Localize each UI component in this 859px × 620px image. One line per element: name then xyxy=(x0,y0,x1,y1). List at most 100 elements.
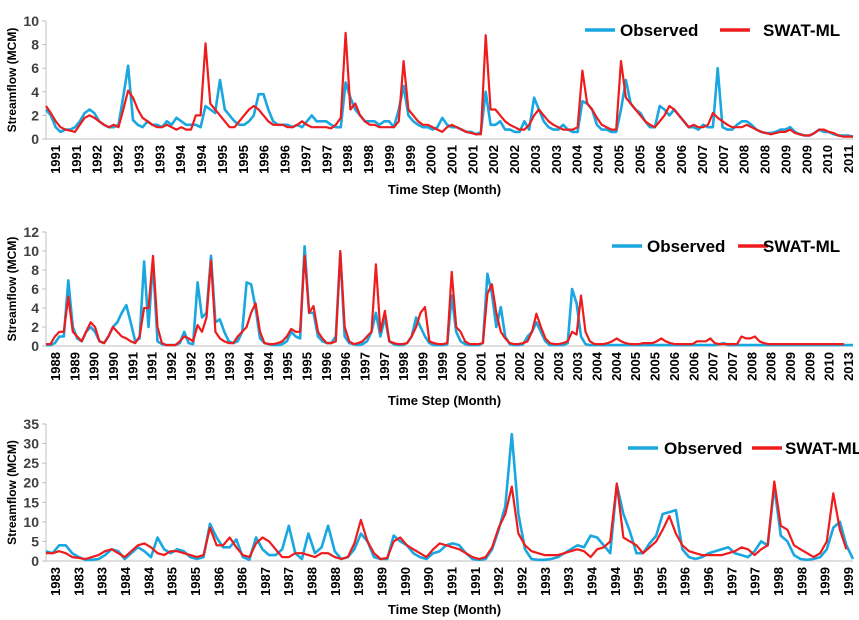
x-tick-label: 1990 xyxy=(421,567,436,596)
series-line-swat-ml xyxy=(45,31,853,138)
x-tick-label: 1996 xyxy=(278,145,293,174)
x-tick-label: 1983 xyxy=(71,567,86,596)
x-tick-label: 2003 xyxy=(528,145,543,174)
y-tick-label: 30 xyxy=(23,436,39,452)
x-tick-label: 2001 xyxy=(465,145,480,174)
legend-label-observed: Observed xyxy=(647,237,725,256)
y-tick-label: 8 xyxy=(31,262,39,278)
x-tick-label: 1997 xyxy=(319,145,334,174)
x-tick-label: 1995 xyxy=(654,567,669,596)
x-tick-label: 1999 xyxy=(841,567,856,596)
series-line-swat-ml xyxy=(46,480,848,561)
y-tick-label: 4 xyxy=(31,300,39,316)
x-tick-label: 1999 xyxy=(818,567,833,596)
y-axis-title: Streamflow (MCM) xyxy=(5,237,19,342)
y-tick-label: 2 xyxy=(31,319,39,335)
y-tick-label: 0 xyxy=(31,553,39,569)
x-tick-label: 2008 xyxy=(737,145,752,174)
x-tick-label: 1997 xyxy=(298,145,313,174)
x-tick-label: 1989 xyxy=(67,352,82,381)
x-tick-label: 2009 xyxy=(802,352,817,381)
x-tick-label: 2013 xyxy=(841,352,856,381)
x-tick-label: 1999 xyxy=(435,352,450,381)
x-tick-label: 1992 xyxy=(491,567,506,596)
x-tick-label: 1993 xyxy=(561,567,576,596)
x-tick-label: 1993 xyxy=(222,352,237,381)
x-tick-label: 2001 xyxy=(445,145,460,174)
x-tick-label: 2007 xyxy=(695,145,710,174)
x-tick-label: 2003 xyxy=(570,352,585,381)
x-tick-label: 2009 xyxy=(778,145,793,174)
x-tick-label: 1992 xyxy=(514,567,529,596)
x-tick-label: 1996 xyxy=(338,352,353,381)
x-tick-label: 2007 xyxy=(725,352,740,381)
x-tick-label: 1989 xyxy=(375,567,390,596)
x-axis-title: Time Step (Month) xyxy=(388,393,501,408)
x-tick-label: 1986 xyxy=(235,567,250,596)
x-tick-label: 1994 xyxy=(173,144,188,174)
x-tick-label: 1994 xyxy=(261,351,276,381)
x-tick-label: 1991 xyxy=(48,145,63,174)
x-tick-label: 1998 xyxy=(361,145,376,174)
x-tick-label: 1996 xyxy=(319,352,334,381)
x-tick-label: 1987 xyxy=(281,567,296,596)
x-tick-label: 1992 xyxy=(183,352,198,381)
x-tick-label: 1997 xyxy=(748,567,763,596)
x-tick-label: 2005 xyxy=(611,145,626,174)
x-tick-label: 2002 xyxy=(532,352,547,381)
x-tick-label: 2005 xyxy=(648,352,663,381)
x-tick-label: 2005 xyxy=(628,352,643,381)
x-tick-label: 1990 xyxy=(87,352,102,381)
x-tick-label: 2004 xyxy=(609,351,624,381)
x-tick-label: 1995 xyxy=(280,352,295,381)
x-tick-label: 1994 xyxy=(584,566,599,596)
y-tick-label: 6 xyxy=(31,281,39,297)
x-tick-label: 1993 xyxy=(131,145,146,174)
x-tick-label: 1989 xyxy=(351,567,366,596)
x-tick-label: 1983 xyxy=(48,567,63,596)
x-tick-label: 2008 xyxy=(764,352,779,381)
x-tick-label: 1996 xyxy=(678,567,693,596)
x-tick-label: 1988 xyxy=(48,352,63,381)
y-tick-label: 0 xyxy=(31,338,39,354)
x-tick-label: 1991 xyxy=(125,352,140,381)
x-tick-label: 1992 xyxy=(111,145,126,174)
x-tick-label: 2002 xyxy=(486,145,501,174)
x-tick-label: 1993 xyxy=(203,352,218,381)
x-tick-label: 1998 xyxy=(396,352,411,381)
y-axis-title: Streamflow (MCM) xyxy=(5,28,19,133)
x-tick-label: 1998 xyxy=(771,567,786,596)
x-tick-label: 1996 xyxy=(701,567,716,596)
x-tick-label: 2001 xyxy=(474,352,489,381)
x-tick-label: 2000 xyxy=(454,352,469,381)
x-tick-label: 2000 xyxy=(424,145,439,174)
x-tick-label: 1995 xyxy=(299,352,314,381)
x-tick-label: 2010 xyxy=(820,145,835,174)
x-tick-label: 2007 xyxy=(706,352,721,381)
x-tick-label: 2004 xyxy=(570,144,585,174)
y-tick-label: 10 xyxy=(23,514,39,530)
x-tick-label: 2004 xyxy=(591,144,606,174)
x-tick-label: 1991 xyxy=(445,567,460,596)
x-tick-label: 2002 xyxy=(512,352,527,381)
y-tick-label: 25 xyxy=(23,455,39,471)
x-axis-title: Time Step (Month) xyxy=(388,182,501,197)
x-tick-label: 1999 xyxy=(415,352,430,381)
x-tick-label: 1995 xyxy=(236,145,251,174)
x-tick-label: 1995 xyxy=(631,567,646,596)
x-axis-title: Time Step (Month) xyxy=(388,602,501,617)
x-tick-label: 2008 xyxy=(744,352,759,381)
x-tick-label: 1996 xyxy=(257,145,272,174)
chart-panel-1: 0 2 4 6 8 10 Streamflow (MCM) 1991 1991 1992 1992 1… xyxy=(5,13,856,197)
y-tick-label: 10 xyxy=(23,243,39,259)
y-tick-label: 5 xyxy=(31,533,39,549)
chart-panel-3: 0 5 10 15 20 25 30 35 Streamflow (MCM) 1983 1983 19… xyxy=(5,416,859,617)
legend-label-swat-ml: SWAT-ML xyxy=(763,237,840,256)
x-tick-label: 2006 xyxy=(674,145,689,174)
x-tick-label: 2003 xyxy=(551,352,566,381)
x-tick-label: 2007 xyxy=(716,145,731,174)
series-line-observed xyxy=(45,432,855,562)
y-tick-label: 15 xyxy=(23,494,39,510)
x-tick-label: 1998 xyxy=(794,567,809,596)
